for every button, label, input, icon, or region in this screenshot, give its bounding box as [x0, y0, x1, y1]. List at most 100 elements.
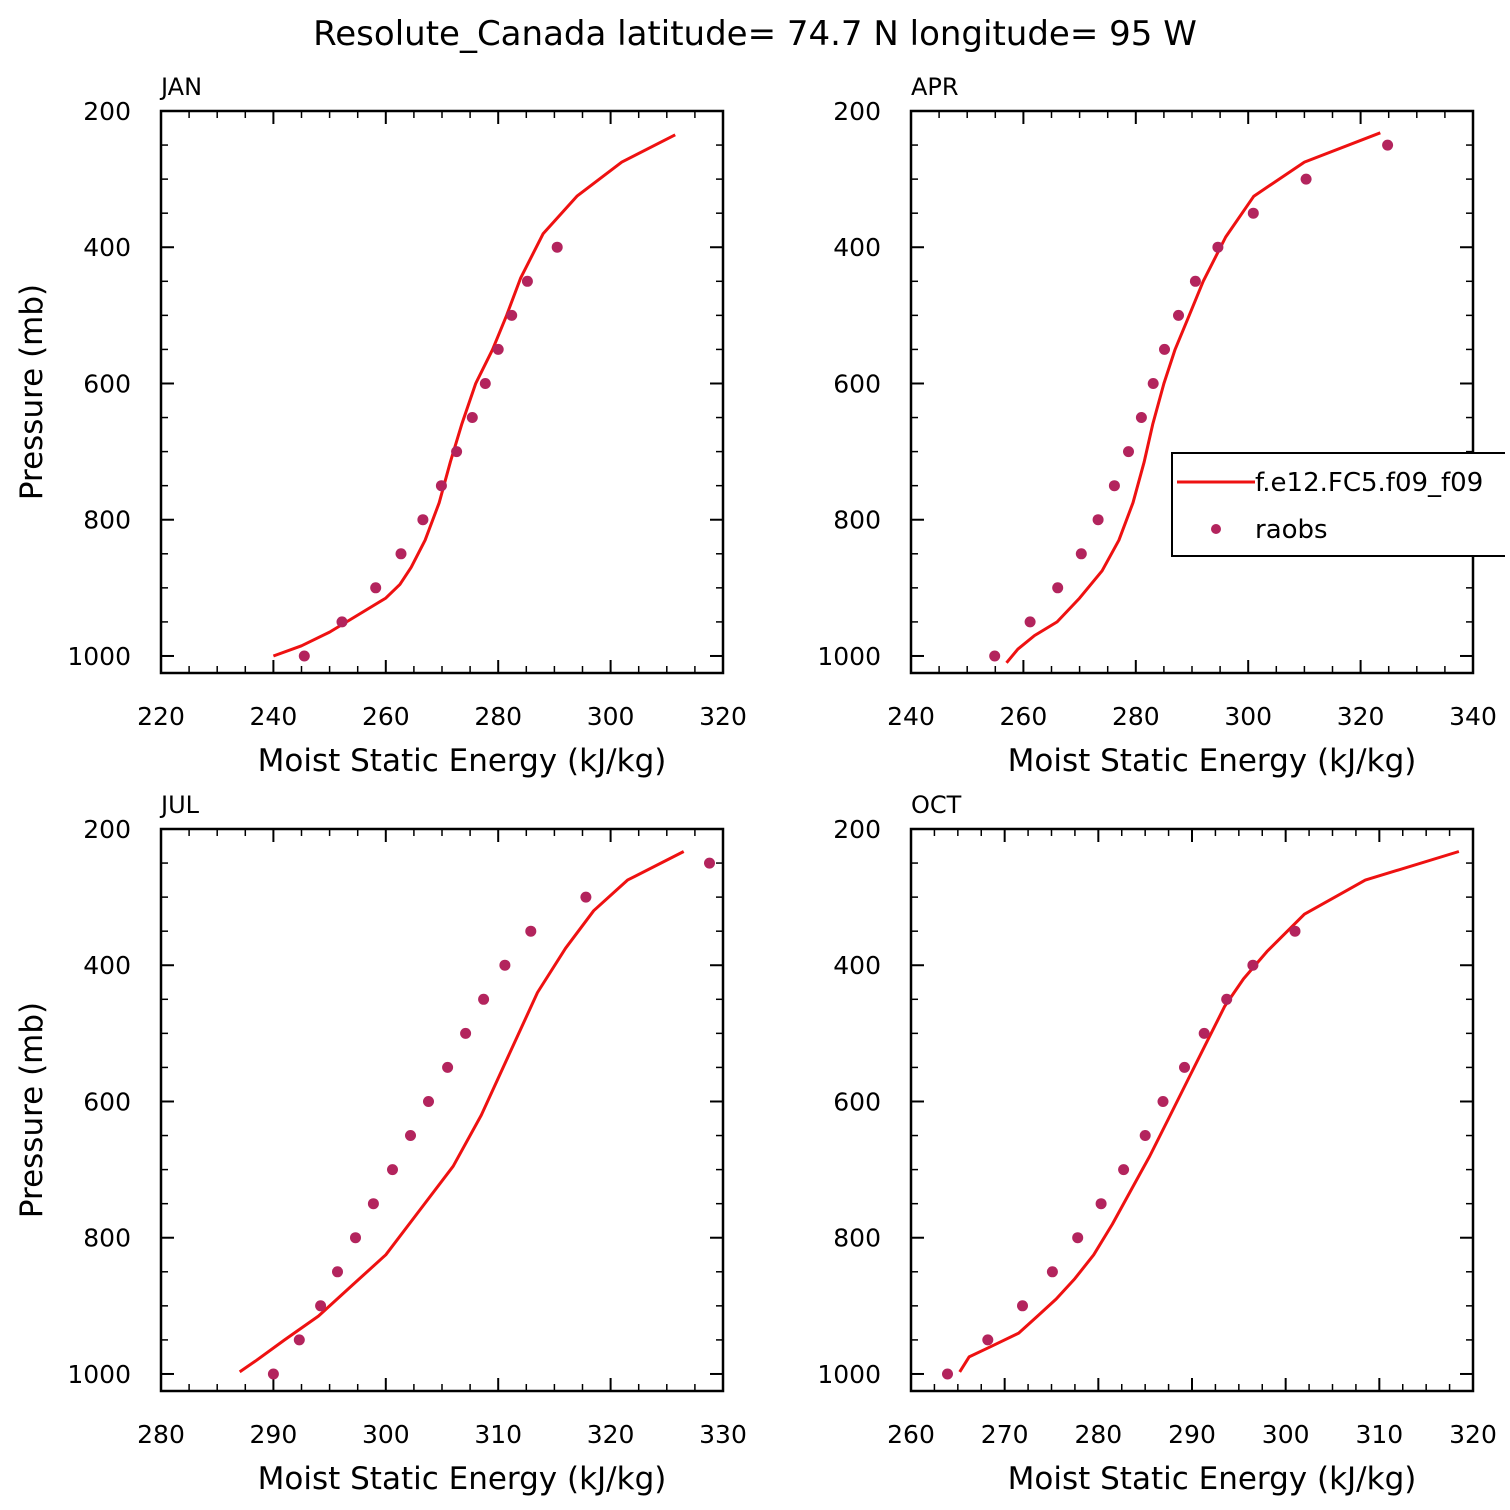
obs-point [435, 480, 447, 492]
obs-point [1075, 548, 1087, 560]
legend-box [1171, 452, 1505, 557]
y-tick-label: 1000 [67, 1360, 131, 1389]
obs-point [1247, 959, 1259, 971]
obs-point [1139, 1130, 1151, 1141]
obs-point [332, 1266, 343, 1278]
obs-point [989, 650, 1001, 662]
obs-point [1095, 1198, 1107, 1210]
obs-point [1159, 343, 1170, 355]
figure-title: Resolute_Canada latitude= 74.7 N longitu… [313, 14, 1197, 54]
legend: f.e12.FC5.f09_f09 raobs [1171, 452, 1505, 557]
x-tick-label: 280 [474, 702, 522, 731]
legend-obs-label: raobs [1255, 515, 1328, 545]
x-tick-label: 300 [587, 702, 635, 731]
obs-point [1289, 925, 1301, 937]
x-tick-label: 310 [1355, 1420, 1403, 1449]
panel-jul: JUL 280 290 300 310 320 330 200 400 600 800 1000 Moi… [14, 791, 747, 1497]
y-tick-label: 1000 [67, 642, 131, 671]
y-tick-label: 800 [83, 1224, 131, 1253]
obs-point [1072, 1232, 1084, 1244]
obs-point [442, 1061, 454, 1073]
x-tick-label: 240 [250, 702, 298, 731]
y-axis-title-jul: Pressure (mb) [14, 1002, 50, 1218]
obs-point [492, 343, 504, 355]
obs-point [460, 1027, 472, 1039]
x-tick-label: 260 [362, 702, 410, 731]
obs-point [298, 650, 310, 662]
x-tick-label: 270 [981, 1420, 1029, 1449]
x-tick-label: 320 [587, 1420, 635, 1449]
x-axis-title-jul: Moist Static Energy (kJ/kg) [258, 1461, 667, 1497]
x-tick-label: 280 [1112, 702, 1160, 731]
x-tick-label: 290 [1168, 1420, 1216, 1449]
obs-point [417, 514, 429, 526]
x-tick-label: 290 [250, 1420, 298, 1449]
obs-point [521, 275, 533, 287]
plot-frame-apr [909, 109, 1475, 675]
obs-point [1189, 275, 1201, 287]
obs-point [942, 1368, 953, 1380]
y-tick-label: 200 [83, 97, 131, 126]
obs-point [1017, 1300, 1028, 1312]
model-line-jul [238, 850, 685, 1374]
x-tick-label: 300 [1224, 702, 1272, 731]
x-axis-title-apr: Moist Static Energy (kJ/kg) [1008, 743, 1417, 779]
obs-point [1092, 514, 1104, 526]
panel-label-jan: JAN [159, 73, 202, 101]
plot-frame-oct [909, 827, 1475, 1393]
obs-point [1157, 1096, 1169, 1107]
y-tick-label: 400 [83, 233, 131, 262]
obs-point [1052, 582, 1064, 594]
obs-point [370, 582, 382, 594]
x-axis-title-jan: Moist Static Energy (kJ/kg) [258, 743, 667, 779]
obs-point [451, 446, 463, 458]
obs-point [1046, 1266, 1058, 1278]
obs-point [1300, 173, 1312, 185]
obs-point [1123, 446, 1134, 458]
obs-point [704, 857, 715, 869]
y-tick-label: 200 [833, 815, 881, 844]
panel-label-jul: JUL [159, 791, 200, 819]
y-tick-label: 600 [83, 369, 131, 398]
y-tick-label: 800 [833, 506, 881, 535]
x-tick-label: 330 [699, 1420, 747, 1449]
y-tick-label: 400 [833, 233, 881, 262]
panel-jan: JAN 220 240 260 280 300 320 200 400 600 800 1000 Moi… [14, 73, 747, 779]
plot-frame-jan [159, 109, 725, 675]
obs-point [982, 1334, 994, 1346]
obs-point [395, 548, 407, 560]
x-tick-label: 300 [362, 1420, 410, 1449]
obs-point [580, 891, 592, 903]
obs-point [1382, 139, 1394, 151]
x-tick-label: 320 [1337, 702, 1385, 731]
x-tick-label: 310 [474, 1420, 522, 1449]
x-tick-label: 240 [887, 702, 935, 731]
obs-point [499, 959, 511, 971]
panels: JAN 220 240 260 280 300 320 200 400 600 800 1000 Moi… [14, 73, 1497, 1497]
model-line-apr [1005, 131, 1381, 664]
obs-point [1173, 309, 1184, 321]
obs-point [1221, 993, 1233, 1005]
y-tick-label: 600 [83, 1087, 131, 1116]
y-tick-label: 400 [833, 951, 881, 980]
x-tick-label: 280 [137, 1420, 185, 1449]
y-tick-label: 200 [83, 815, 131, 844]
x-tick-label: 320 [699, 702, 747, 731]
obs-point [1108, 480, 1120, 492]
x-axis-title-oct: Moist Static Energy (kJ/kg) [1008, 1461, 1417, 1497]
obs-point [405, 1130, 416, 1141]
obs-point [1212, 241, 1224, 253]
obs-point [293, 1334, 305, 1346]
x-tick-label: 320 [1449, 1420, 1497, 1449]
x-tick-label: 340 [1449, 702, 1497, 731]
obs-point [1147, 378, 1159, 389]
obs-point [1247, 207, 1259, 219]
panel-oct: OCT 260 270 280 290 300 310 320 200 400 600 800 1000… [817, 791, 1496, 1497]
x-tick-label: 260 [887, 1420, 935, 1449]
obs-point [315, 1300, 327, 1312]
y-tick-label: 1000 [817, 1360, 881, 1389]
plot-frame-jul [159, 827, 725, 1393]
x-tick-label: 280 [1074, 1420, 1122, 1449]
obs-point [423, 1096, 434, 1107]
panel-apr: APR 240 260 280 300 320 340 200 400 600 800 1000 Moi… [817, 73, 1496, 779]
